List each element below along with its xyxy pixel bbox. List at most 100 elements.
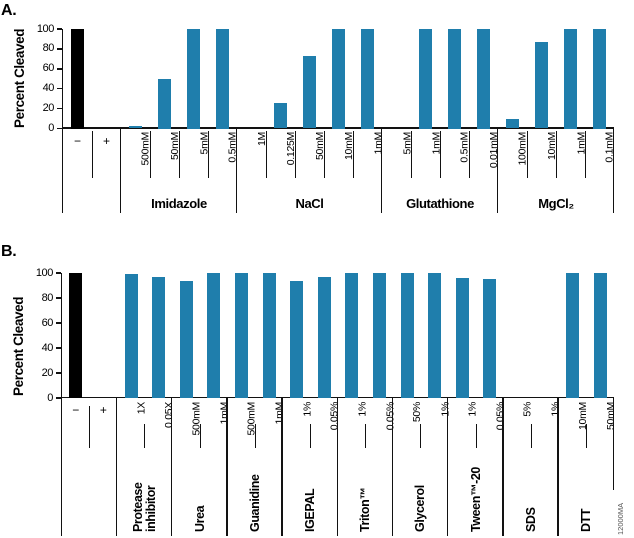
- group-boundary-line: [336, 398, 338, 536]
- y-tick-mark: [56, 48, 62, 50]
- column-separator: [585, 424, 587, 448]
- bar: [372, 273, 386, 398]
- bar: [187, 29, 200, 129]
- x-category-label: −: [73, 133, 81, 148]
- column-separator: [254, 424, 256, 448]
- x-category-label: 500mM: [245, 402, 258, 436]
- bar: [506, 118, 519, 129]
- x-category-label: 1%: [356, 402, 369, 417]
- group-boundary-line: [557, 398, 559, 536]
- column-separator: [265, 131, 267, 178]
- x-category-label: −: [72, 403, 80, 417]
- bar: [361, 29, 374, 129]
- column-separator: [294, 131, 296, 178]
- group-boundary-line: [170, 398, 173, 536]
- y-tick-label: 40: [41, 341, 54, 354]
- group-boundary-line: [446, 398, 449, 536]
- y-tick-label: 0: [47, 391, 53, 404]
- group-label: MgCl₂: [538, 196, 574, 211]
- bar: [332, 29, 345, 129]
- bar: [124, 274, 138, 398]
- column-separator: [410, 131, 412, 178]
- column-separator: [439, 131, 441, 178]
- group-label: NaCl: [295, 196, 324, 211]
- bar: [477, 29, 490, 129]
- bar: [455, 278, 469, 398]
- bar: [262, 273, 276, 398]
- group-label: Urea: [192, 505, 207, 532]
- column-separator: [309, 424, 311, 448]
- bar: [207, 273, 221, 398]
- x-category-label: +: [102, 133, 110, 148]
- y-tick-mark: [56, 127, 62, 130]
- group-label: IGEPAL: [302, 488, 317, 532]
- group-boundary-line: [612, 398, 614, 490]
- x-axis-line: [60, 396, 614, 398]
- bar: [158, 78, 171, 129]
- x-category-label: 5%: [521, 402, 534, 417]
- group-label: Triton™: [358, 487, 373, 532]
- group-boundary-line: [115, 398, 118, 536]
- column-separator: [178, 131, 180, 178]
- bar: [71, 29, 84, 129]
- column-separator: [526, 131, 528, 178]
- column-separator: [530, 424, 532, 448]
- bar: [400, 273, 414, 398]
- bar: [566, 273, 580, 398]
- group-label: DTT: [578, 508, 593, 532]
- bar: [303, 55, 316, 129]
- bar: [593, 273, 607, 398]
- y-tick-label: 40: [42, 82, 55, 95]
- y-tick-mark: [56, 87, 62, 90]
- bar: [535, 41, 548, 129]
- group-boundary-line: [235, 128, 237, 213]
- y-tick-mark: [55, 297, 61, 299]
- column-separator: [420, 424, 422, 448]
- bar: [216, 29, 229, 129]
- group-boundary-line: [281, 398, 283, 536]
- x-category-label: 0.05%: [383, 402, 396, 431]
- column-separator: [475, 424, 477, 448]
- column-separator: [89, 406, 91, 448]
- y-tick-label: 60: [42, 62, 55, 75]
- figure-number-watermark: 12000MA: [616, 502, 625, 535]
- bar: [428, 273, 442, 398]
- bar: [317, 276, 331, 398]
- group-label: Protease inhibitor: [130, 482, 158, 532]
- y-tick-mark: [55, 397, 61, 399]
- column-separator: [352, 131, 354, 178]
- group-boundary-line: [391, 398, 394, 536]
- x-category-label: 0.05X: [163, 402, 176, 428]
- x-category-label: 500mM: [190, 402, 203, 436]
- x-category-label: 1%: [466, 402, 479, 417]
- panel-a-label: A.: [1, 2, 17, 19]
- column-separator: [144, 424, 146, 448]
- y-tick-mark: [55, 372, 61, 374]
- y-tick-mark: [56, 28, 62, 30]
- column-separator: [555, 131, 557, 178]
- bar: [593, 29, 606, 129]
- x-category-label: 1X: [135, 402, 148, 415]
- group-boundary-line: [119, 128, 121, 213]
- column-separator: [199, 424, 201, 448]
- group-boundary-line: [612, 128, 614, 213]
- y-tick-label: 20: [42, 102, 55, 115]
- bar: [274, 102, 287, 129]
- x-category-label: 50mM: [604, 402, 617, 430]
- bar: [152, 276, 166, 398]
- panel-b-label: B.: [1, 243, 17, 260]
- y-tick-mark: [56, 68, 62, 70]
- bar: [129, 125, 142, 129]
- column-separator: [149, 131, 151, 178]
- x-category-label: 10mM: [577, 402, 590, 430]
- column-separator: [365, 424, 367, 448]
- x-category-label: 1%: [549, 402, 562, 417]
- column-separator: [468, 131, 470, 178]
- group-label: Glutathione: [406, 196, 474, 211]
- y-tick-mark: [56, 107, 62, 110]
- y-tick-label: 80: [42, 42, 55, 55]
- bar: [564, 29, 577, 129]
- y-tick-label: 100: [35, 266, 54, 279]
- y-tick-label: 20: [41, 366, 54, 379]
